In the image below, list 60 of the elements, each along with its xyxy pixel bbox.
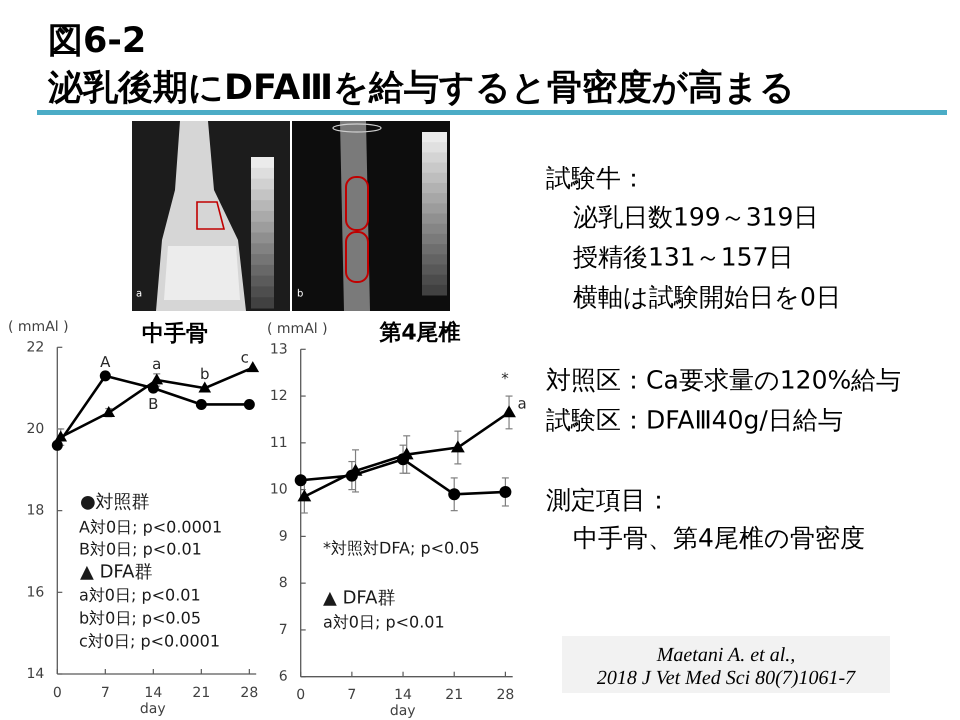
annotation: *対照対DFA; p<0.05 bbox=[323, 538, 480, 558]
x-tick-label: 7 bbox=[347, 687, 356, 703]
annotation: a bbox=[517, 394, 527, 412]
text: 泌乳日数199～319日 bbox=[573, 202, 818, 232]
y-axis-title: ( mmAl ) bbox=[8, 319, 69, 335]
text: 試験牛： bbox=[546, 164, 646, 192]
y-tick-label: 6 bbox=[278, 668, 288, 685]
annotation: b bbox=[200, 365, 210, 384]
text: a bbox=[136, 288, 142, 300]
y-tick-label: 8 bbox=[278, 575, 288, 592]
x-tick-label: 28 bbox=[240, 685, 258, 701]
y-tick-label: 12 bbox=[270, 388, 288, 404]
x-tick-label: 14 bbox=[394, 687, 412, 703]
annotation: B bbox=[148, 395, 158, 414]
y-tick-label: 11 bbox=[270, 434, 288, 451]
annotation: b対0日; p<0.05 bbox=[79, 608, 201, 628]
annotation: B対0日; p<0.01 bbox=[79, 540, 202, 558]
x-axis-title: day bbox=[390, 703, 416, 719]
text: 中手骨、第4尾椎の骨密度 bbox=[573, 524, 865, 552]
annotation: A bbox=[100, 352, 112, 371]
annotation: c bbox=[240, 348, 249, 367]
annotation: a対0日; p<0.01 bbox=[79, 586, 201, 604]
chart-title: 第4尾椎 bbox=[378, 320, 461, 346]
annotation: a対0日; p<0.01 bbox=[323, 612, 445, 632]
text: b bbox=[297, 288, 304, 300]
annotation: ▲ DFA群 bbox=[323, 588, 396, 608]
y-tick-label: 22 bbox=[26, 339, 44, 356]
y-tick-label: 20 bbox=[26, 420, 44, 437]
x-tick-label: 21 bbox=[445, 687, 464, 703]
y-axis-title: ( mmAl ) bbox=[267, 321, 328, 337]
annotation: ●対照群 bbox=[80, 492, 150, 512]
annotation: c対0日; p<0.0001 bbox=[79, 632, 220, 650]
y-tick-label: 10 bbox=[270, 482, 288, 498]
y-tick-label: 9 bbox=[278, 528, 288, 544]
x-tick-label: 14 bbox=[144, 685, 162, 701]
x-tick-label: 0 bbox=[296, 687, 306, 703]
x-tick-label: 28 bbox=[496, 687, 514, 703]
annotation: ▲ DFA群 bbox=[80, 562, 152, 582]
y-tick-label: 16 bbox=[26, 584, 44, 600]
text: 図6-2 bbox=[48, 21, 146, 61]
y-tick-label: 13 bbox=[270, 341, 288, 358]
text: 泌乳後期にDFAⅢを給与すると骨密度が高まる bbox=[47, 68, 796, 108]
y-tick-label: 18 bbox=[26, 502, 44, 519]
text: 対照区：Ca要求量の120%給与 bbox=[546, 366, 902, 394]
x-tick-label: 7 bbox=[100, 685, 110, 701]
y-tick-label: 14 bbox=[26, 666, 44, 682]
x-axis-title: day bbox=[140, 701, 166, 717]
x-tick-label: 0 bbox=[52, 685, 62, 701]
x-tick-label: 21 bbox=[192, 685, 210, 701]
text: 測定項目： bbox=[546, 486, 671, 514]
chart-title: 中手骨 bbox=[142, 322, 208, 346]
y-tick-label: 7 bbox=[278, 622, 288, 638]
text: 横軸は試験開始日を0日 bbox=[573, 282, 841, 312]
text: 試験区：DFAⅢ40g/日給与 bbox=[546, 406, 843, 434]
annotation: * bbox=[501, 369, 510, 388]
text: 授精後131～157日 bbox=[573, 242, 794, 272]
annotation: A対0日; p<0.0001 bbox=[79, 518, 222, 536]
text: 2018 J Vet Med Sci 80(7)1061-7 bbox=[596, 667, 856, 689]
text: Maetani A. et al., bbox=[656, 644, 796, 666]
annotation: a bbox=[152, 354, 162, 373]
